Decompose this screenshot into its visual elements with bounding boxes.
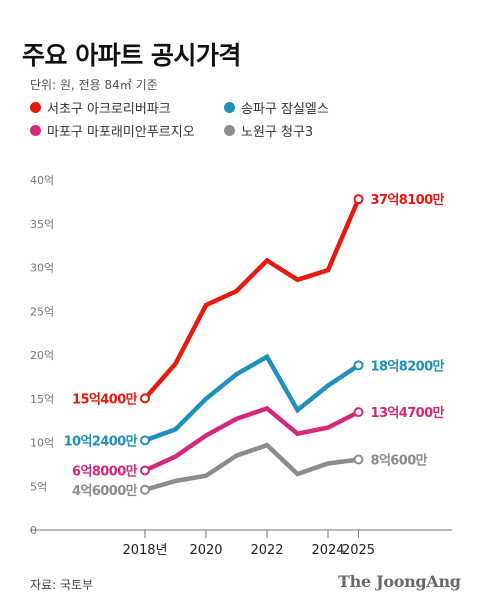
y-tick-label: 10억 [30, 437, 54, 450]
start-point-marker [140, 393, 150, 404]
y-tick-label: 35억 [30, 218, 54, 231]
legend-label-seocho: 서초구 아크로리버파크 [47, 102, 171, 117]
y-tick-label: 30억 [30, 262, 54, 275]
start-point-marker [140, 435, 150, 446]
start-value-label: 10억2400만 [64, 433, 138, 449]
start-point-marker [140, 484, 150, 495]
legend-marker-songpa [224, 102, 235, 113]
start-value-label: 6억8000만 [72, 464, 138, 480]
end-point-marker [353, 194, 364, 205]
x-tick-label: 2018년 [122, 543, 167, 558]
start-value-label: 4억6000만 [72, 483, 138, 499]
brand-logo: The JoongAng [338, 572, 461, 591]
end-point-marker [353, 360, 364, 371]
end-point-marker [353, 454, 364, 465]
legend-label-mapo: 마포구 마포래미안푸르지오 [47, 125, 195, 140]
y-tick-label: 40억 [30, 174, 54, 187]
end-value-label: 8억600만 [371, 452, 428, 468]
chart-title: 주요 아파트 공시가격 [22, 41, 241, 70]
unit-note: 단위: 원, 전용 84㎡ 기준 [30, 78, 158, 92]
y-tick-label: 25억 [30, 305, 54, 318]
end-point-marker [353, 407, 364, 418]
source-note: 자료: 국토부 [30, 578, 94, 592]
x-tick-label: 2024 [311, 543, 344, 558]
x-tick-label: 2025 [342, 543, 375, 558]
legend-item-seocho: 서초구 아크로리버파크 [30, 98, 171, 117]
legend-item-songpa: 송파구 잠실엘스 [224, 98, 329, 117]
end-value-label: 37억8100만 [371, 192, 445, 208]
legend-label-nowon: 노원구 청구3 [241, 125, 314, 140]
series-line-1 [144, 353, 360, 443]
legend-label-songpa: 송파구 잠실엘스 [241, 102, 329, 117]
series-line-2 [144, 405, 360, 473]
legend-marker-nowon [224, 125, 235, 136]
x-tick-label: 2020 [189, 543, 222, 558]
end-value-label: 18억8200만 [371, 358, 445, 374]
series-line-0 [143, 198, 361, 400]
legend-marker-mapo [30, 125, 41, 136]
x-tick-label: 2022 [250, 543, 283, 558]
start-value-label: 15억400만 [72, 391, 138, 407]
y-tick-label: 20억 [30, 349, 54, 362]
series-line-3 [144, 442, 359, 492]
legend-item-mapo: 마포구 마포래미안푸르지오 [30, 121, 195, 140]
end-value-label: 13억4700만 [371, 405, 445, 421]
legend-item-nowon: 노원구 청구3 [224, 121, 313, 140]
y-tick-label: 15억 [30, 393, 54, 406]
y-tick-label: 5억 [30, 480, 47, 493]
legend-marker-seocho [30, 102, 41, 113]
start-point-marker [140, 465, 150, 476]
